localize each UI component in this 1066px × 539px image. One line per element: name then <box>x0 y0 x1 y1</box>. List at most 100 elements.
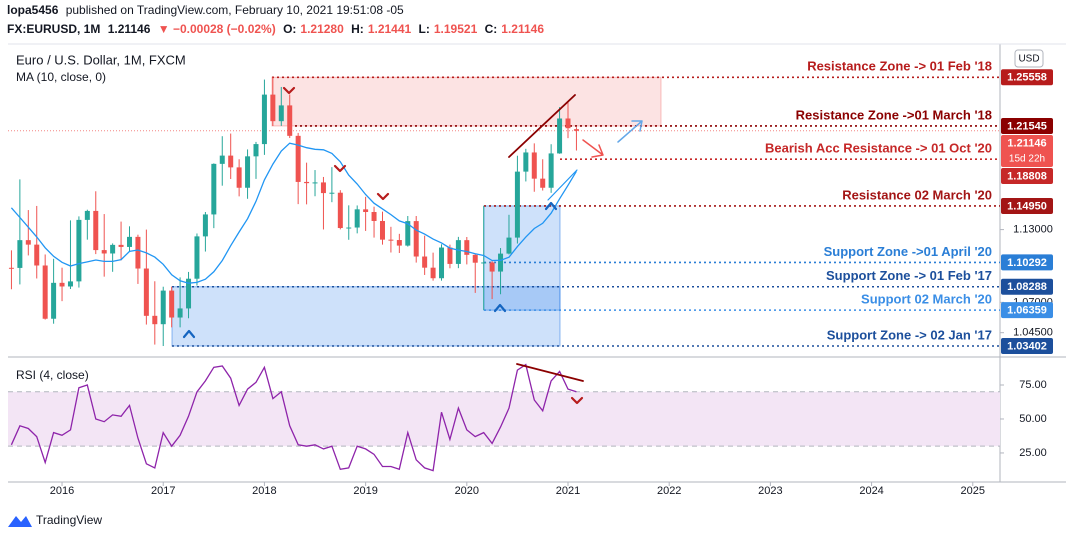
candle-body <box>143 268 149 316</box>
up-chevron <box>493 303 507 313</box>
y-tick-label: 25.00 <box>1019 447 1047 459</box>
candle-body <box>152 315 158 325</box>
candle-body <box>464 240 470 255</box>
candle-body <box>573 129 579 131</box>
trend-line <box>508 94 576 158</box>
price-tag <box>1001 338 1053 355</box>
y-tick-label: 75.00 <box>1019 379 1047 391</box>
candle-body <box>320 182 326 194</box>
candle-body <box>84 210 90 220</box>
candle-body <box>93 210 99 251</box>
level-annotation: Resistance 02 March '20 <box>842 187 992 202</box>
candle-body <box>422 256 428 268</box>
currency-button[interactable] <box>1014 49 1044 68</box>
candle-body <box>506 237 512 254</box>
author: lopa5456 <box>7 3 59 17</box>
ohlc-label: O: <box>283 22 297 36</box>
rsi-pane-title: RSI (4, close) <box>16 368 89 382</box>
candle-body <box>540 178 546 188</box>
level-annotation: Resistance Zone ->01 March '18 <box>796 107 992 122</box>
zone <box>171 286 561 347</box>
price-tag-label: 1.18808 <box>1007 170 1047 182</box>
candle-body <box>110 244 116 254</box>
x-tick-label: 2024 <box>859 485 883 497</box>
ma-line <box>10 142 577 284</box>
candles <box>8 77 579 347</box>
candle-body <box>523 152 529 172</box>
candle-body <box>59 282 65 287</box>
footer-brand: TradingView <box>36 513 102 527</box>
ohlc-value: 1.19521 <box>433 22 478 36</box>
trend-line <box>547 169 578 201</box>
candle-body <box>481 262 487 264</box>
candle-body <box>34 244 40 266</box>
price-tag <box>1001 134 1053 167</box>
candle-body <box>472 254 478 263</box>
price-tag-label: 1.25558 <box>1007 72 1047 84</box>
candle-body <box>25 240 31 245</box>
candle-body <box>405 221 411 246</box>
candle-body <box>169 290 175 318</box>
ma-legend: MA (10, close, 0) <box>16 70 106 84</box>
publish-line: lopa5456 published on TradingView.com, F… <box>7 3 408 17</box>
x-tick-label: 2017 <box>151 485 175 497</box>
candle-body <box>51 282 57 319</box>
axes: 2016 2017 2018 2019 2020 2021 2022 2023 2024 2025… <box>50 69 1053 497</box>
candle-body <box>177 308 183 318</box>
down-chevron <box>570 396 584 405</box>
candle-body <box>430 267 436 279</box>
main-pane-title: Euro / U.S. Dollar, 1M, FXCM <box>16 52 186 67</box>
symbol-line: FX:EURUSD, 1M 1.21146 ▼ −0.00028 (−0.02%… <box>7 22 548 36</box>
ohlc-value: 1.21441 <box>367 22 412 36</box>
candle-body <box>329 192 335 194</box>
candle-body <box>548 153 554 188</box>
lines <box>10 142 577 472</box>
levels: Resistance Zone -> 01 Feb '18 Resistance … <box>8 59 1000 347</box>
candle-body <box>413 221 419 257</box>
price-tag-label: 1.21545 <box>1007 120 1047 132</box>
rsi-divergence-line <box>516 363 584 382</box>
candle-body <box>346 227 352 229</box>
candle-body <box>287 105 293 136</box>
candle-body <box>371 212 377 221</box>
zone <box>483 205 561 311</box>
candle-body <box>160 290 166 325</box>
down-chevron <box>282 86 296 95</box>
x-tick-label: 2018 <box>252 485 276 497</box>
candle-body <box>295 135 301 182</box>
zones <box>171 76 662 347</box>
candle-body <box>498 253 504 272</box>
candle-body <box>135 236 141 269</box>
y-tick-label: 50.00 <box>1019 413 1047 425</box>
candle-body <box>228 155 234 168</box>
candle-body <box>253 144 259 157</box>
projection-arrow <box>617 120 643 143</box>
candle-body <box>447 247 453 264</box>
x-tick-label: 2023 <box>758 485 782 497</box>
candle-body <box>312 182 318 184</box>
price-tag-label: 1.21146 <box>1007 137 1046 149</box>
down-chevron <box>333 164 347 173</box>
price-tag-label: 1.03402 <box>1007 340 1047 352</box>
price-tag-label: 1.06359 <box>1007 305 1047 317</box>
level-annotation: Resistance Zone -> 01 Feb '18 <box>807 59 992 74</box>
candle-body <box>118 244 124 247</box>
level-annotation: Bearish Acc Resistance -> 01 Oct '20 <box>765 141 992 156</box>
level-annotation: Support Zone -> 02 Jan '17 <box>827 327 992 342</box>
level-annotation: Support Zone ->01 April '20 <box>824 244 992 259</box>
drawings <box>182 86 643 405</box>
x-tick-label: 2016 <box>50 485 74 497</box>
ohlc-label: H: <box>351 22 364 36</box>
candle-body <box>101 250 107 254</box>
price-tag <box>1001 167 1053 184</box>
price-tag-label: 1.10292 <box>1007 257 1047 269</box>
x-tick-label: 2019 <box>353 485 377 497</box>
currency-label[interactable]: USD <box>1018 54 1039 65</box>
x-tick-label: 2020 <box>455 485 479 497</box>
candle-body <box>379 220 385 240</box>
up-chevron <box>182 329 196 339</box>
candle-body <box>337 192 343 229</box>
candle-body <box>194 236 200 279</box>
